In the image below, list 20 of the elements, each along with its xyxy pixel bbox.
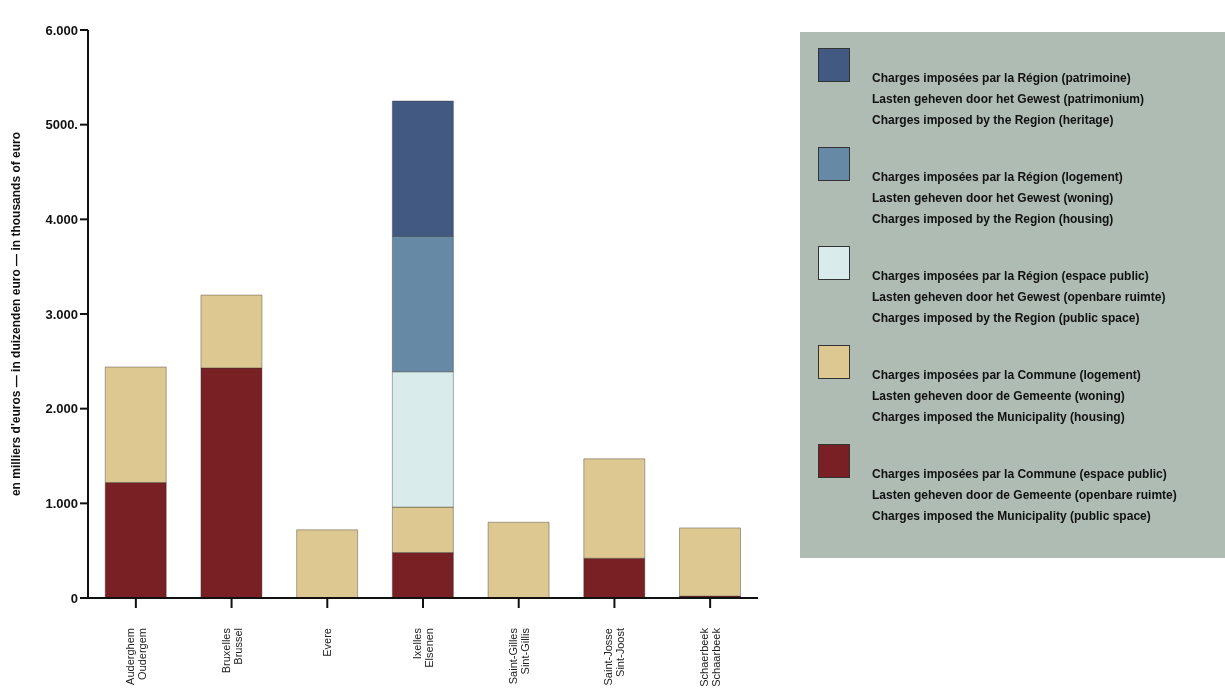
- y-axis-title: en milliers d'euros — in duizenden euro — in thousands of euro: [9, 131, 24, 497]
- x-tick-label: Saint-Josse Sint-Joost: [602, 628, 627, 686]
- text: Charges imposées par la Région (espace public) Lasten geheven door het Gewest (openbare ruimte) Charges imposed by the Region (public space): [872, 268, 1166, 327]
- x-tick-label: Schaerbeek Schaarbeek: [698, 627, 723, 687]
- text: Charges imposées par la Commune (espace public) Lasten geheven door de Gemeente (openbare ruimte) Charges imposed the Municipality (public space): [872, 466, 1177, 525]
- x-tick-label: Auderghem Oudergem: [123, 628, 148, 685]
- x-tick-label: Saint-Gilles Sint-Gillis: [506, 627, 531, 685]
- y-tick-label: 1.000: [45, 495, 78, 511]
- text: Charges imposées par la Région (logement) Lasten geheven door het Gewest (woning) Charges imposed by the Region (housing): [872, 169, 1123, 228]
- y-tick-label: 2.000: [45, 401, 78, 417]
- y-tick-label: 3.000: [45, 306, 78, 322]
- text: Charges imposées par la Région (patrimoine) Lasten geheven door het Gewest (patrimonium) Charges imposed by the Region (heritage): [872, 70, 1145, 129]
- y-tick-label: 0: [70, 590, 78, 606]
- y-tick-label: 4.000: [45, 211, 78, 227]
- x-tick-label: Ixelles Elsenen: [411, 627, 435, 668]
- x-tick-label: Bruxelles Brussel: [219, 627, 244, 674]
- text: Charges imposées par la Commune (logement) Lasten geheven door de Gemeente (woning) Charges imposed the Municipality (housing): [872, 367, 1141, 426]
- y-tick-label: 5000.: [45, 117, 78, 133]
- x-tick-label: Evere: [321, 628, 334, 657]
- y-tick-label: 6.000: [45, 22, 78, 38]
